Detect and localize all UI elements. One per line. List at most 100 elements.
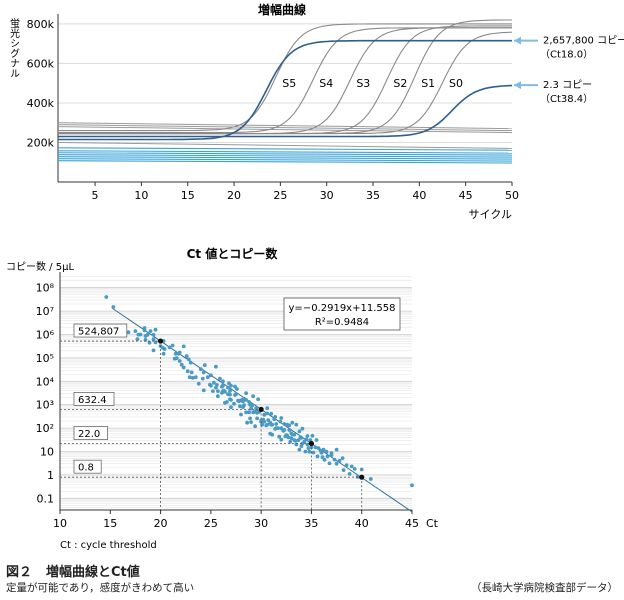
data-point [290,420,295,425]
data-point [200,376,205,381]
data-point [198,367,203,372]
data-point [181,344,186,349]
data-point [334,447,339,452]
data-point [265,422,270,427]
data-point [186,357,191,362]
data-point [278,419,283,424]
data-point [410,483,414,488]
data-point [181,365,186,370]
data-point [211,389,215,393]
equation-box [283,297,401,331]
data-point [244,410,249,415]
data-point [229,398,233,402]
chart2-xtick-label: 30 [254,517,268,530]
chart2-ytick-label: 10⁵ [36,352,54,365]
curve-label: S4 [319,77,333,90]
data-point [266,418,271,422]
data-point [188,360,193,365]
chart2-ytick-label: 10⁷ [36,305,54,318]
data-point [196,381,201,386]
data-point [332,457,337,462]
chart1-ytick-label: 800k [27,18,55,31]
data-point [299,436,304,440]
data-point [161,351,166,356]
amplification-curve [58,84,513,138]
value-label-box [73,426,108,440]
data-point [347,472,352,476]
data-point [282,422,287,426]
value-label: 524,807 [78,327,119,338]
data-point [329,453,334,457]
data-point [151,332,156,337]
figure-number: 図２ [6,565,33,580]
amplification-curve [58,39,512,141]
data-point [319,450,324,455]
data-point [303,449,308,454]
annotation-arrowhead [514,81,521,90]
chart1-xtick-label: 20 [227,189,241,202]
chart1-xtick-label: 40 [412,189,426,202]
chart2-title: Ct 値とコピー数 [187,246,279,261]
data-point [177,350,182,355]
data-point [289,436,294,441]
chart2-note: Ct : cycle threshold [60,540,157,551]
data-point [368,477,373,481]
negative-line [57,154,513,158]
data-point [282,428,287,432]
data-point [265,406,270,411]
data-point [247,410,252,415]
data-point [212,380,216,385]
data-point [202,363,207,367]
chart2-xtick-label: 35 [304,517,318,530]
data-point [270,422,275,427]
value-label-box [73,323,128,338]
data-point [279,426,284,431]
negative-line [57,147,513,151]
data-point [309,445,314,450]
data-point [187,375,192,380]
curve-label: S5 [282,77,296,90]
chart1-xtick-label: 50 [505,189,519,202]
flat-gray-line [57,141,513,149]
data-point [242,403,246,408]
data-point [133,329,138,333]
curve-label: S3 [356,77,370,90]
data-point [221,379,225,384]
data-point [324,449,329,454]
chart1-xtick-label: 15 [181,189,195,202]
data-point [270,432,275,437]
data-point [310,433,315,438]
data-point [276,426,281,430]
value-label: 22.0 [78,429,100,440]
data-point [201,388,206,393]
chart2-ytick-label: 10⁶ [36,329,55,342]
chart1-xtick-label: 5 [92,189,99,202]
data-point [286,435,291,440]
data-point [262,419,267,424]
data-point [193,375,198,380]
data-point [228,392,232,397]
data-point [174,356,179,360]
data-point [327,461,332,466]
data-point [256,397,260,402]
data-point [238,404,242,409]
data-point [251,394,256,399]
chart2-ytick-label: 10² [36,422,54,435]
data-point [190,376,195,380]
negative-line [57,156,513,160]
data-point [349,464,354,469]
data-point [201,370,206,375]
data-point [229,383,233,388]
data-point [255,416,259,421]
chart2-xtick-label: 40 [355,517,369,530]
data-point [126,330,131,335]
chart2-ytick-label: 10³ [36,399,54,412]
flat-gray-line [57,126,513,134]
data-point [226,385,230,390]
data-point [184,354,189,358]
figure-title: 増幅曲線とCt値 [46,565,140,580]
highlight-point [359,474,365,480]
data-point [189,370,194,375]
annotation-text: （Ct18.0） [540,49,593,61]
